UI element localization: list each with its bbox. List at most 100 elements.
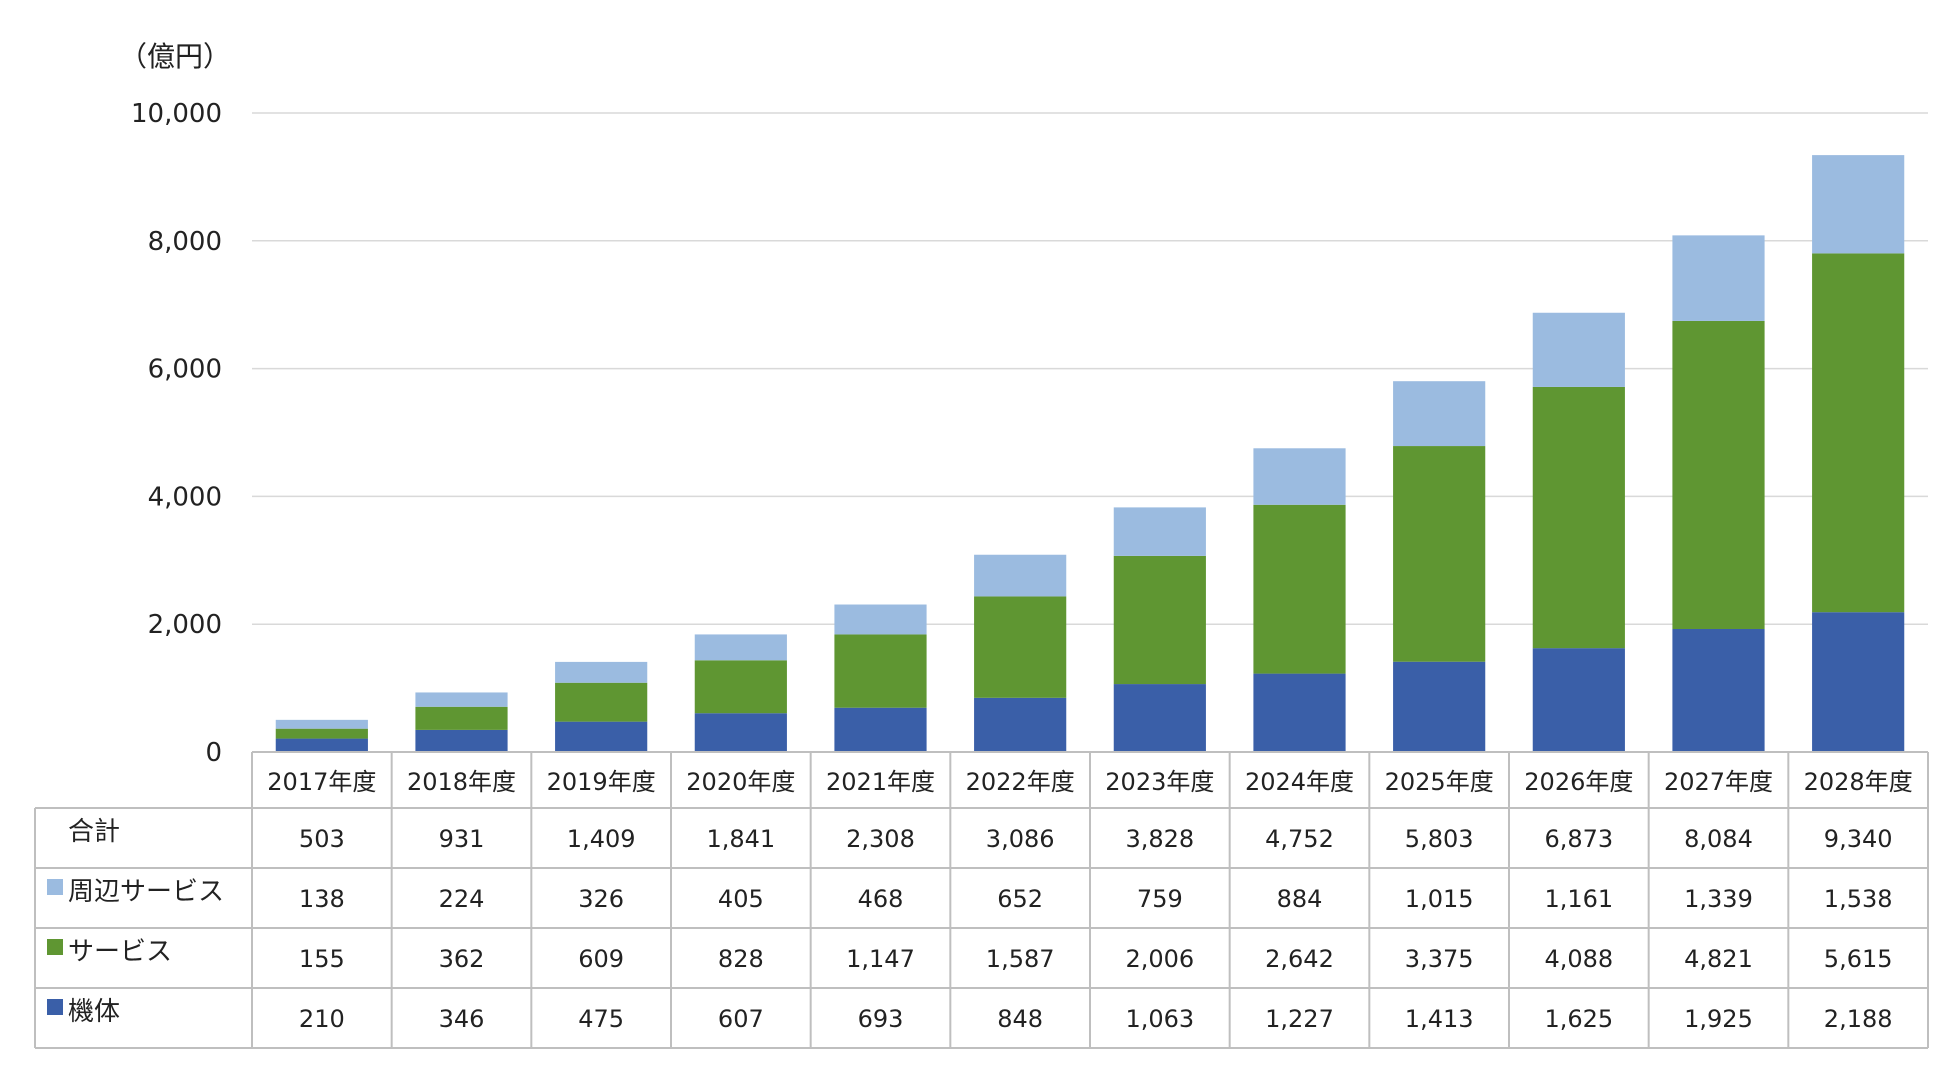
- bar-segment-機体: [275, 738, 368, 752]
- y-tick-label: 6,000: [148, 355, 222, 385]
- table-cell: 1,015: [1405, 885, 1474, 913]
- bar-segment-サービス: [834, 634, 927, 708]
- bar-segment-周辺サービス: [1113, 507, 1206, 556]
- table-cell: 1,925: [1684, 1005, 1753, 1033]
- legend-key: [47, 879, 63, 895]
- bar-segment-サービス: [555, 682, 648, 722]
- table-cell: 4,752: [1265, 825, 1334, 853]
- bar-segment-周辺サービス: [1393, 381, 1486, 447]
- y-tick-label: 8,000: [148, 227, 222, 257]
- table-cell: 884: [1277, 885, 1323, 913]
- table-cell: 828: [718, 945, 764, 973]
- bar-segment-サービス: [1532, 386, 1625, 649]
- table-cell: 138: [299, 885, 345, 913]
- table-cell: 468: [858, 885, 904, 913]
- table-cell: 8,084: [1684, 825, 1753, 853]
- table-cell: 1,413: [1405, 1005, 1474, 1033]
- table-cell: 2,188: [1824, 1005, 1893, 1033]
- category-label: 2020年度: [686, 768, 795, 796]
- table-cell: 4,821: [1684, 945, 1753, 973]
- bar-segment-周辺サービス: [1812, 155, 1905, 254]
- bar-segment-機体: [974, 697, 1067, 752]
- bar-segment-サービス: [1672, 320, 1765, 629]
- table-cell: 503: [299, 825, 345, 853]
- table-cell: 1,625: [1544, 1005, 1613, 1033]
- category-label: 2024年度: [1245, 768, 1354, 796]
- bar-segment-機体: [694, 713, 787, 752]
- bar-segment-周辺サービス: [1253, 448, 1346, 505]
- table-row-header: サービス: [68, 937, 172, 967]
- table-cell: 346: [439, 1005, 485, 1033]
- table-cell: 5,803: [1405, 825, 1474, 853]
- table-cell: 1,161: [1544, 885, 1613, 913]
- category-label: 2027年度: [1664, 768, 1773, 796]
- bar-segment-周辺サービス: [1532, 312, 1625, 387]
- category-label: 2026年度: [1524, 768, 1633, 796]
- table-cell: 224: [439, 885, 485, 913]
- table-cell: 931: [439, 825, 485, 853]
- bar-segment-周辺サービス: [834, 604, 927, 635]
- bar-segment-サービス: [694, 660, 787, 714]
- bar-segment-サービス: [1812, 253, 1905, 613]
- bar-segment-機体: [1532, 648, 1625, 752]
- table-cell: 693: [858, 1005, 904, 1033]
- legend-key: [47, 939, 63, 955]
- bar-segment-機体: [415, 729, 508, 752]
- table-cell: 1,339: [1684, 885, 1753, 913]
- table-cell: 362: [439, 945, 485, 973]
- table-cell: 5,615: [1824, 945, 1893, 973]
- table-cell: 155: [299, 945, 345, 973]
- bar-segment-機体: [1393, 661, 1486, 752]
- y-tick-label: 0: [205, 738, 222, 768]
- category-label: 2019年度: [547, 768, 656, 796]
- table-cell: 759: [1137, 885, 1183, 913]
- category-label: 2023年度: [1105, 768, 1214, 796]
- bar-segment-機体: [1253, 673, 1346, 752]
- table-cell: 405: [718, 885, 764, 913]
- bar-segment-サービス: [415, 706, 508, 730]
- bar-segment-周辺サービス: [275, 719, 368, 729]
- y-tick-label: 10,000: [131, 99, 222, 129]
- table-cell: 2,642: [1265, 945, 1334, 973]
- bar-segment-サービス: [1393, 446, 1486, 662]
- table-cell: 652: [997, 885, 1043, 913]
- bar-segment-機体: [834, 707, 927, 752]
- legend-key: [47, 999, 63, 1015]
- table-cell: 326: [578, 885, 624, 913]
- bar-segment-サービス: [275, 728, 368, 739]
- table-cell: 609: [578, 945, 624, 973]
- data-table: 2017年度 2018年度 2019年度 2020年度 2021年度 2022年度 2023…: [34, 751, 1929, 1049]
- table-cell: 1,538: [1824, 885, 1893, 913]
- table-cell: 607: [718, 1005, 764, 1033]
- table-cell: 4,088: [1544, 945, 1613, 973]
- table-cell: 6,873: [1544, 825, 1613, 853]
- category-label: 2018年度: [407, 768, 516, 796]
- table-cell: 1,063: [1125, 1005, 1194, 1033]
- category-label: 2017年度: [267, 768, 376, 796]
- table-row-header: 合計: [68, 817, 120, 847]
- bar-segment-機体: [1672, 628, 1765, 752]
- category-label: 2022年度: [966, 768, 1075, 796]
- bar-segment-周辺サービス: [415, 692, 508, 707]
- gridlines: [252, 112, 1928, 625]
- y-tick-label: 4,000: [148, 482, 222, 512]
- table-cell: 1,147: [846, 945, 915, 973]
- table-cell: 210: [299, 1005, 345, 1033]
- table-row-header: 機体: [68, 997, 120, 1027]
- table-cell: 3,086: [986, 825, 1055, 853]
- category-label: 2028年度: [1804, 768, 1913, 796]
- y-axis-tick-labels: 0 2,000 4,000 6,000 8,000 10,000: [131, 99, 222, 768]
- bar-segment-機体: [1812, 612, 1905, 752]
- table-cell: 475: [578, 1005, 624, 1033]
- bar-segment-周辺サービス: [555, 661, 648, 683]
- category-label: 2021年度: [826, 768, 935, 796]
- bar-segment-サービス: [1113, 555, 1206, 685]
- table-cell: 3,828: [1125, 825, 1194, 853]
- table-row-header: 周辺サービス: [68, 877, 224, 907]
- bars: [275, 155, 1905, 752]
- table-cell: 848: [997, 1005, 1043, 1033]
- table-cell: 3,375: [1405, 945, 1474, 973]
- bar-segment-周辺サービス: [694, 634, 787, 661]
- bar-segment-周辺サービス: [974, 554, 1067, 597]
